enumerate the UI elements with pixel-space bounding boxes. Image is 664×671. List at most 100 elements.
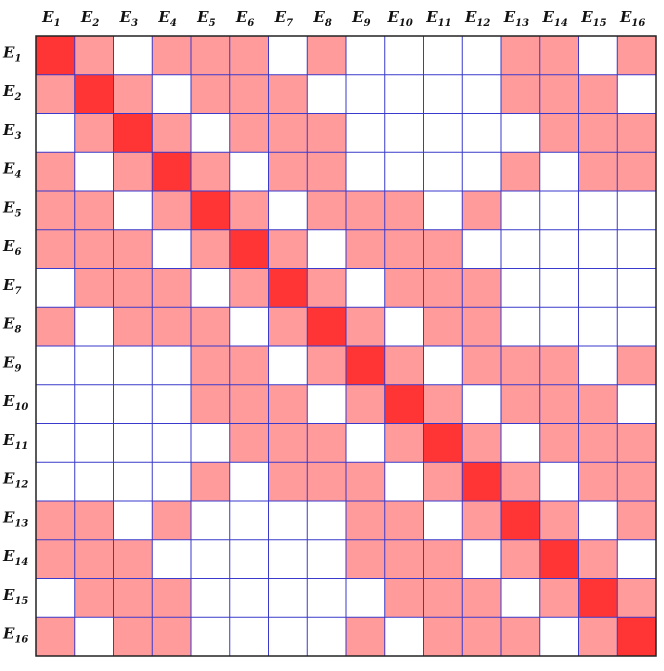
cell — [229, 36, 269, 75]
cell — [578, 152, 618, 191]
cell — [74, 152, 114, 191]
cell — [307, 268, 346, 308]
cell — [268, 229, 308, 269]
cell — [191, 152, 230, 191]
cell — [617, 578, 656, 618]
column-label: E14 — [541, 8, 567, 29]
cell — [346, 346, 385, 385]
label-base: E — [2, 470, 15, 488]
cell — [346, 268, 385, 308]
cell — [617, 36, 656, 75]
cell — [501, 36, 540, 75]
cell — [423, 423, 463, 463]
cell — [501, 578, 540, 618]
cell — [578, 501, 618, 540]
column-label: E11 — [425, 8, 451, 29]
cell — [539, 578, 579, 618]
cell — [113, 152, 153, 191]
cell — [384, 191, 424, 230]
cell — [268, 501, 308, 540]
column-label: E10 — [386, 8, 412, 29]
cell — [539, 113, 579, 153]
row-label: E8 — [2, 315, 21, 336]
cell — [346, 36, 385, 75]
cell — [423, 268, 463, 308]
cell — [617, 384, 656, 424]
cell — [501, 152, 540, 191]
cell — [346, 462, 385, 501]
cell — [229, 423, 269, 463]
column-label: E5 — [196, 8, 215, 29]
cell — [113, 384, 153, 424]
cell — [191, 229, 230, 269]
cell — [384, 229, 424, 269]
cell — [74, 74, 114, 114]
label-base: E — [2, 547, 15, 565]
row-label: E7 — [2, 276, 21, 297]
label-base: E — [2, 237, 15, 255]
cell — [539, 268, 579, 308]
column-label: E3 — [119, 8, 138, 29]
cell — [423, 307, 463, 346]
row-label: E6 — [2, 237, 21, 258]
cell — [307, 423, 346, 463]
column-label: E1 — [41, 8, 60, 29]
cell — [152, 307, 191, 346]
cell — [307, 539, 346, 579]
cell — [307, 113, 346, 153]
cell — [539, 229, 579, 269]
cell — [501, 229, 540, 269]
cell — [539, 462, 579, 501]
cell — [268, 423, 308, 463]
cell — [191, 384, 230, 424]
cell — [501, 423, 540, 463]
cell — [501, 539, 540, 579]
cell — [539, 384, 579, 424]
cell — [191, 191, 230, 230]
row-label: E12 — [2, 470, 28, 491]
cell — [74, 462, 114, 501]
cell — [501, 384, 540, 424]
cell — [462, 229, 501, 269]
cell — [229, 113, 269, 153]
label-base: E — [2, 82, 15, 100]
cell — [462, 113, 501, 153]
matrix-border — [35, 35, 657, 657]
column-label: E8 — [312, 8, 331, 29]
cell — [191, 307, 230, 346]
cell — [617, 191, 656, 230]
cell — [36, 384, 75, 424]
label-base: E — [351, 8, 364, 26]
cell — [346, 501, 385, 540]
cell — [268, 268, 308, 308]
label-sub: 3 — [14, 131, 21, 142]
cell — [268, 74, 308, 114]
cell — [36, 74, 75, 114]
row-label: E16 — [2, 625, 28, 646]
cell — [539, 346, 579, 385]
cell — [36, 539, 75, 579]
cell — [462, 307, 501, 346]
cell — [36, 229, 75, 269]
column-label: E2 — [80, 8, 99, 29]
cell — [307, 462, 346, 501]
cell — [423, 74, 463, 114]
label-sub: 13 — [14, 518, 28, 529]
cell — [346, 113, 385, 153]
cell — [268, 191, 308, 230]
cell — [152, 617, 191, 656]
cell — [74, 539, 114, 579]
cell — [539, 501, 579, 540]
cell — [36, 113, 75, 153]
cell — [268, 539, 308, 579]
label-base: E — [2, 431, 15, 449]
cell — [578, 268, 618, 308]
row-label: E4 — [2, 160, 21, 181]
cell — [229, 578, 269, 618]
cell — [268, 152, 308, 191]
cell — [462, 501, 501, 540]
label-sub: 11 — [14, 441, 28, 452]
cell — [268, 617, 308, 656]
cell — [539, 423, 579, 463]
cell — [113, 501, 153, 540]
